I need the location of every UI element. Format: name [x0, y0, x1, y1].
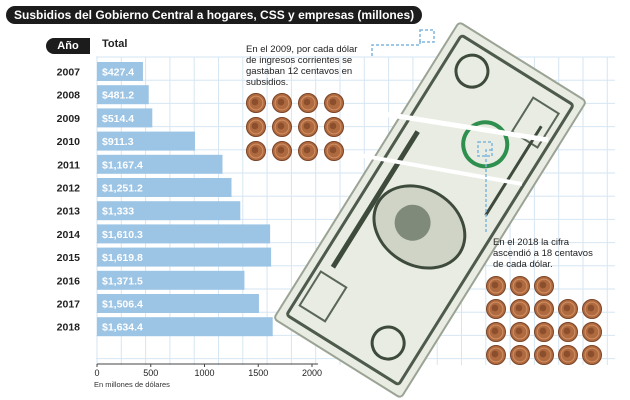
coin-icon [324, 117, 344, 137]
chart-title: Susbidios del Gobierno Central a hogares… [6, 6, 423, 24]
value-label-2018: $1,634.4 [102, 322, 143, 334]
coin-icon [510, 322, 530, 342]
bar-2009 [97, 108, 153, 128]
callout-line-2009 [371, 40, 421, 56]
value-label-2015: $1,619.8 [102, 252, 143, 264]
coin-icon [582, 322, 602, 342]
value-label-2017: $1,506.4 [102, 299, 143, 311]
coin-icon [582, 345, 602, 365]
coin-icon [534, 299, 554, 319]
dollar-bill [274, 22, 586, 398]
coin-icon [324, 93, 344, 113]
value-label-2016: $1,371.5 [102, 275, 143, 287]
value-label-2007: $427.4 [102, 67, 134, 79]
value-label-2009: $514.4 [102, 113, 134, 125]
year-label-2013: 2013 [57, 206, 81, 218]
bar-2012 [97, 178, 232, 197]
callout-line-2018 [485, 149, 492, 232]
year-column-header: Año [46, 38, 90, 54]
coins-2009-group [246, 93, 344, 161]
x-tick-label-1500: 1500 [248, 368, 268, 378]
coin-icon [272, 93, 292, 113]
total-column-header: Total [102, 38, 128, 50]
bar-2011 [97, 154, 223, 174]
x-tick-label-2000: 2000 [302, 368, 322, 378]
coin-icon [510, 276, 530, 296]
coin-icon [582, 299, 602, 319]
coin-icon [246, 141, 266, 161]
value-label-2012: $1,251.2 [102, 183, 143, 195]
x-axis: 0 500 1000 1500 2000 [94, 363, 322, 378]
coin-icon [246, 93, 266, 113]
coin-icon [510, 345, 530, 365]
callout-box-2018 [477, 141, 493, 157]
coin-icon [558, 345, 578, 365]
year-label-2008: 2008 [57, 90, 81, 102]
dollar-bill-illustration [274, 22, 586, 398]
year-label-2017: 2017 [57, 299, 81, 311]
coin-icon [486, 322, 506, 342]
bar-2015 [97, 247, 272, 267]
value-label-2008: $481.2 [102, 90, 134, 102]
year-label-2015: 2015 [57, 252, 81, 264]
bar-series: 2007 $427.4 2008 $481.2 2009 $514.4 2010 $911.3… [57, 62, 273, 337]
x-axis-label: En millones de dólares [94, 380, 170, 389]
coin-icon [534, 345, 554, 365]
coin-icon [298, 117, 318, 137]
coin-icon [272, 117, 292, 137]
coin-icon [534, 276, 554, 296]
year-label-2018: 2018 [57, 322, 81, 334]
coin-icon [324, 141, 344, 161]
note-2009: En el 2009, por cada dólar de ingresos c… [246, 44, 358, 88]
year-label-2016: 2016 [57, 275, 81, 287]
value-label-2014: $1,610.3 [102, 229, 143, 241]
bar-2010 [97, 131, 195, 151]
year-label-2014: 2014 [57, 229, 81, 241]
x-tick-label-500: 500 [143, 368, 158, 378]
value-label-2013: $1,333 [102, 206, 134, 218]
year-label-2007: 2007 [57, 67, 81, 79]
coin-icon [558, 299, 578, 319]
bar-2017 [97, 294, 259, 313]
coins-2018-group [486, 276, 602, 365]
coin-icon [534, 322, 554, 342]
year-label-2010: 2010 [57, 136, 81, 148]
callout-lines [371, 29, 493, 232]
value-label-2011: $1,167.4 [102, 159, 143, 171]
coin-icon [510, 299, 530, 319]
bar-2016 [97, 270, 245, 290]
x-tick-label-1000: 1000 [194, 368, 214, 378]
bar-2008 [97, 85, 149, 105]
coin-icon [486, 276, 506, 296]
bar-2014 [97, 224, 271, 244]
bar-2018 [97, 317, 273, 337]
coin-icon [246, 117, 266, 137]
year-label-2012: 2012 [57, 183, 81, 195]
coin-icon [298, 93, 318, 113]
bar-2007 [97, 62, 143, 81]
coin-icon [486, 345, 506, 365]
x-tick-label-0: 0 [94, 368, 99, 378]
value-label-2010: $911.3 [102, 136, 134, 148]
bar-2013 [97, 201, 241, 221]
note-2018: En el 2018 la cifra ascendió a 18 centav… [493, 237, 593, 270]
coin-icon [558, 322, 578, 342]
coin-icon [486, 299, 506, 319]
coin-icon [298, 141, 318, 161]
callout-box-2009 [419, 29, 435, 43]
year-label-2011: 2011 [57, 159, 80, 171]
coin-icon [272, 141, 292, 161]
year-label-2009: 2009 [57, 113, 81, 125]
